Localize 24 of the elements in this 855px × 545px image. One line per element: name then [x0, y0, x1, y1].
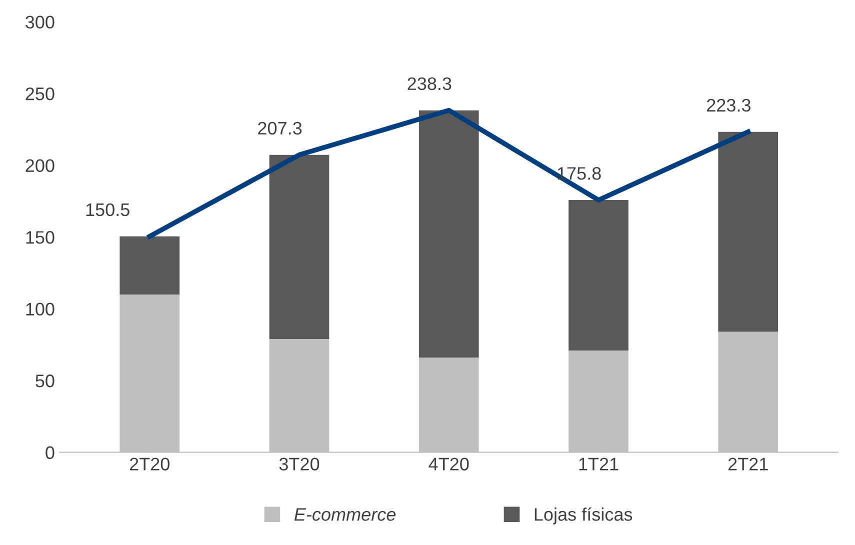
x-tick-label: 2T21 [728, 458, 768, 470]
data-label: 175.8 [558, 167, 601, 180]
bar [718, 132, 778, 332]
data-label: 223.3 [707, 98, 750, 112]
data-label: 238.3 [408, 77, 452, 90]
y-tick-label: 50 [36, 374, 54, 388]
x-tick-label: 4T20 [428, 458, 469, 470]
bar [418, 110, 479, 358]
y-tick-label: 150 [26, 231, 54, 244]
legend-label: Lojas físicas [534, 507, 632, 524]
data-label: 207.3 [258, 122, 302, 135]
data-label: 150.5 [86, 203, 130, 216]
y-tick-label: 200 [26, 159, 54, 172]
y-tick-label: 100 [26, 302, 54, 316]
bar [269, 154, 330, 339]
bar [120, 236, 180, 294]
x-tick-label: 3T20 [279, 458, 320, 470]
y-tick-label: 250 [26, 87, 54, 100]
x-tick-label: 1T21 [579, 458, 618, 470]
y-tick-label: 300 [26, 16, 54, 29]
legend-label: E-commerce [294, 508, 396, 521]
bar [568, 200, 628, 350]
y-tick-label: 0 [46, 446, 54, 460]
x-tick-label: 2T20 [130, 458, 170, 470]
